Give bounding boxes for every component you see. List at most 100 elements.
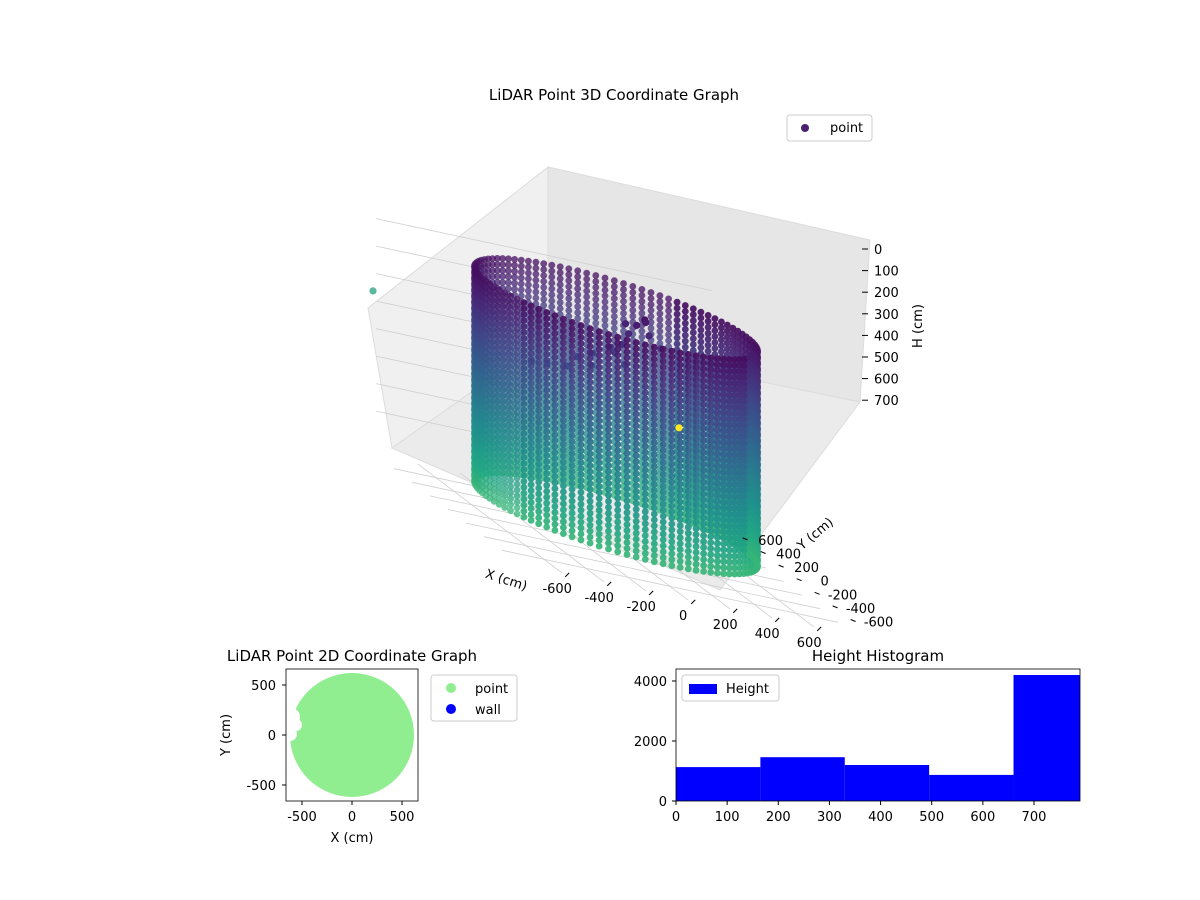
cylinder-point [718,324,725,332]
cylinder-point [692,394,700,401]
tick-label: -400 [846,602,876,617]
cylinder-point [535,413,543,420]
cylinder-point [568,378,576,386]
histogram-bar [760,757,845,801]
cylinder-point [711,333,719,340]
cylinder-point [490,366,498,374]
cylinder-point [577,512,585,520]
cylinder-point [548,285,556,293]
cylinder-point [704,347,712,355]
cylinder-point [507,346,514,354]
cylinder-point [668,449,676,456]
cylinder-point [501,378,509,386]
cylinder-point [659,453,667,460]
cylinder-point [493,267,501,274]
cylinder-point [650,528,658,536]
cylinder-point [659,441,667,448]
z-axis-label: H (cm) [911,304,926,348]
cylinder-point [543,362,551,370]
cylinder-point [641,430,649,438]
histogram-bars [676,675,1080,801]
cylinder-point [726,433,733,441]
cylinder-point [495,459,503,467]
cylinder-point [577,518,585,526]
cylinder-point [560,464,567,472]
cylinder-point [501,462,509,470]
cylinder-point [707,539,715,546]
cylinder-point [490,378,498,386]
cylinder-point [714,468,721,476]
cylinder-point [490,349,498,356]
cylinder-point [620,280,627,287]
cylinder-point [668,431,676,438]
cylinder-point [520,340,528,348]
cylinder-point [501,390,509,398]
cylinder-point [535,514,543,522]
cylinder-point [638,327,646,335]
cylinder-point [527,368,535,375]
cylinder-point [507,423,514,431]
cylinder-point [684,565,692,573]
cylinder-point [647,318,655,326]
cylinder-point [650,367,658,375]
cylinder-point [560,512,567,520]
cylinder-point [535,508,543,516]
cylinder-point [543,404,551,412]
cylinder-point [647,301,655,308]
cylinder-point [527,451,535,459]
cylinder-point [731,528,739,536]
cylinder-point [535,478,543,486]
cylinder-point [577,494,585,502]
cylinder-point [707,473,715,481]
cylinder-point [700,538,707,546]
cylinder-point [605,420,612,428]
cylinder-point [641,389,649,396]
cylinder-point [650,474,658,482]
cylinder-point [650,480,658,488]
cylinder-point [723,333,731,341]
cylinder-point [586,360,594,368]
cylinder-point [731,397,739,405]
cylinder-point [577,471,585,478]
tick-mark [774,617,780,623]
cylinder-point [689,311,697,319]
cylinder-point [707,491,715,499]
cylinder-point [704,323,712,331]
cylinder-point [676,438,684,446]
tick-label: 400 [755,627,780,642]
cylinder-point [507,489,514,497]
cylinder-point [490,402,498,410]
cylinder-point [493,261,501,268]
cylinder-point [520,329,528,336]
cylinder-point [720,540,727,548]
cylinder-point [720,486,727,494]
cylinder-point [551,330,559,338]
cylinder-point [525,281,532,289]
tick-label: 0 [874,243,882,258]
cylinder-point [595,530,603,538]
cylinder-point [568,485,576,493]
cylinder-point [513,367,521,375]
cylinder-point [560,375,567,383]
cylinder-point [513,337,521,345]
cylinder-point [543,499,551,507]
cylinder-point [595,483,603,490]
cylinder-point [577,411,585,419]
cylinder-point [513,468,521,476]
cylinder-point [507,441,514,449]
cylinder-point [565,265,573,273]
cylinder-point [614,339,622,347]
cylinder-point [673,316,681,324]
cylinder-point [700,389,707,397]
cylinder-point [520,460,528,467]
cylinder-point [501,450,509,458]
cylinder-point [731,475,739,483]
cylinder-point [684,476,692,483]
cylinder-point [595,506,603,514]
cylinder-point [720,534,727,542]
cylinder-point [714,492,721,500]
cylinder-point [507,304,514,312]
cylinder-point [623,467,631,475]
cylinder-point [692,543,700,550]
cylinder-point [623,455,631,463]
